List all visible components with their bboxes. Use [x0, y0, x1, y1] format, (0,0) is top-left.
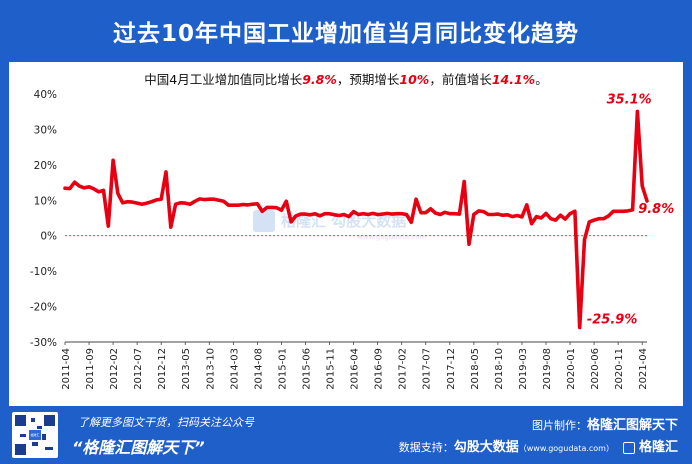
series-line-industrial-value-added [63, 109, 649, 330]
x-tick-label: 2016-04 [350, 348, 361, 390]
x-tick-label: 2019-08 [542, 348, 553, 390]
x-tick-label: 2015-06 [301, 348, 312, 390]
x-tick-label: 2020-11 [614, 348, 625, 390]
x-tick-label: 2018-10 [494, 348, 505, 390]
x-tick-label: 2020-01 [566, 348, 577, 390]
y-tick-label: 20% [34, 160, 57, 172]
x-tick-label: 2021-04 [638, 348, 649, 390]
page-title: 过去10年中国工业增加值当月同比变化趋势 [0, 0, 692, 62]
watermark-text: 格隆汇 勾股大数据 [281, 212, 406, 230]
x-tick-label: 2014-08 [253, 348, 264, 390]
chart-panel: 中国4月工业增加值同比增长9.8%，预期增长10%，前值增长14.1%。 格隆汇… [9, 62, 683, 406]
x-tick-label: 2013-10 [205, 348, 216, 390]
x-tick-label: 2016-09 [374, 348, 385, 390]
x-tick-label: 2019-03 [518, 348, 529, 390]
footer-slogan: “格隆汇图解天下” [72, 438, 205, 457]
x-tick-label: 2020-06 [590, 348, 601, 390]
footer: 格隆汇 了解更多图文干货，扫码关注公众号 “格隆汇图解天下” 图片制作：格隆汇图… [0, 406, 692, 464]
data-credit: 数据支持：勾股大数据（www.gogudata.com） 格隆汇 [399, 436, 678, 455]
series-layer [63, 109, 649, 330]
image-credit: 图片制作：格隆汇图解天下 [532, 414, 678, 433]
x-tick-label: 2017-02 [398, 348, 409, 390]
x-tick-label: 2017-07 [422, 348, 433, 390]
watermark-url: www.gogudata.com [357, 233, 426, 241]
chart-subtitle: 中国4月工业增加值同比增长9.8%，预期增长10%，前值增长14.1%。 [9, 69, 683, 88]
brand-logo-text: 格隆汇 [638, 440, 678, 455]
chart-axes: -30% -20% -10% 0% 10% 20% 30% 40% 2011-04 2011-09… [30, 89, 649, 390]
x-tick-label: 2013-05 [181, 348, 192, 390]
y-tick-label: -30% [30, 337, 57, 349]
x-tick-label: 2012-02 [109, 348, 120, 390]
image-credit-label: 图片制作： [531, 419, 587, 432]
data-label: 9.8% [638, 202, 674, 217]
data-label: -25.9% [587, 312, 638, 327]
x-tick-label: 2012-07 [133, 348, 144, 390]
x-tick-label: 2018-05 [470, 348, 481, 390]
data-credit-name: 勾股大数据 [453, 440, 519, 455]
data-label: 35.1% [607, 92, 652, 107]
watermark: 格隆汇 勾股大数据 www.gogudata.com [253, 210, 426, 241]
subtitle-actual-value: 9.8% [302, 72, 337, 87]
footer-follow-text: 了解更多图文干货，扫码关注公众号 [78, 416, 254, 429]
y-tick-label: 0% [40, 231, 57, 243]
watermark-logo-icon [253, 210, 275, 232]
brand-logo-icon [623, 442, 636, 454]
x-tick-label: 2012-12 [157, 348, 168, 390]
subtitle-text-3: ，前值增长 [429, 72, 492, 87]
qr-code-label: 格隆汇 [30, 433, 40, 437]
qr-code-icon[interactable]: 格隆汇 [12, 412, 58, 458]
image-credit-name: 格隆汇图解天下 [586, 418, 678, 433]
y-tick-label: -20% [30, 302, 57, 314]
brand-logo: 格隆汇 [623, 440, 678, 455]
y-tick-label: 30% [34, 124, 57, 136]
y-tick-label: -10% [30, 266, 57, 278]
data-credit-label: 数据支持： [398, 441, 454, 454]
subtitle-previous-value: 14.1% [491, 72, 536, 87]
x-tick-label: 2011-09 [85, 348, 96, 390]
data-credit-url: （www.gogudata.com） [518, 444, 614, 453]
x-tick-label: 2011-04 [61, 348, 72, 390]
subtitle-text-4: 。 [535, 72, 548, 87]
x-tick-label: 2014-03 [229, 348, 240, 390]
x-tick-label: 2015-11 [326, 348, 337, 390]
subtitle-text-1: 中国4月工业增加值同比增长 [144, 72, 303, 87]
page-title-text: 过去10年中国工业增加值当月同比变化趋势 [112, 21, 579, 47]
y-tick-label: 10% [34, 195, 57, 207]
annotation-layer: 35.1% 9.8% -25.9% [587, 92, 674, 327]
x-tick-label: 2015-01 [277, 348, 288, 390]
line-chart: 格隆汇 勾股大数据 www.gogudata.com -30% -20% -10% 0… [30, 89, 674, 390]
subtitle-text-2: ，预期增长 [336, 72, 400, 87]
x-tick-label: 2017-12 [446, 348, 457, 390]
subtitle-expected-value: 10% [399, 72, 430, 87]
y-tick-label: 40% [34, 89, 57, 101]
